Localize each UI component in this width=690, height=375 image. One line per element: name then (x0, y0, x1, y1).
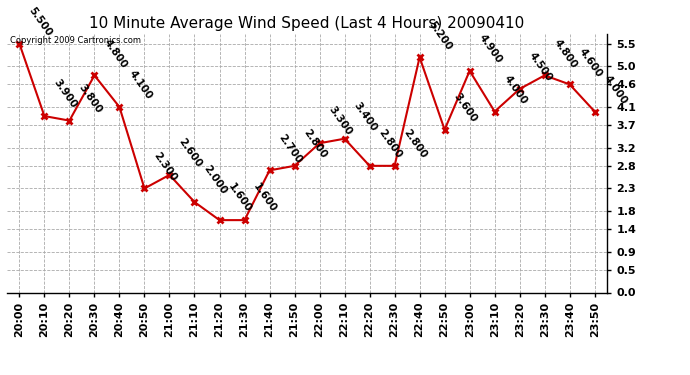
Text: 4.500: 4.500 (526, 51, 554, 83)
Text: 5.500: 5.500 (26, 5, 53, 38)
Text: 2.800: 2.800 (402, 128, 428, 160)
Text: 3.300: 3.300 (326, 105, 353, 138)
Text: 3.900: 3.900 (51, 78, 79, 111)
Text: 4.800: 4.800 (101, 37, 128, 70)
Text: 3.400: 3.400 (351, 100, 379, 133)
Text: 3.800: 3.800 (77, 82, 104, 115)
Text: 4.600: 4.600 (577, 46, 604, 79)
Text: 1.600: 1.600 (251, 182, 279, 214)
Text: 4.000: 4.000 (602, 73, 629, 106)
Text: 2.800: 2.800 (377, 128, 404, 160)
Text: 3.600: 3.600 (451, 92, 479, 124)
Text: 2.600: 2.600 (177, 136, 204, 170)
Text: 2.800: 2.800 (302, 128, 328, 160)
Text: 2.700: 2.700 (277, 132, 304, 165)
Title: 10 Minute Average Wind Speed (Last 4 Hours) 20090410: 10 Minute Average Wind Speed (Last 4 Hou… (90, 16, 524, 31)
Text: 1.600: 1.600 (226, 182, 253, 214)
Text: 2.300: 2.300 (151, 150, 179, 183)
Text: 4.000: 4.000 (502, 73, 529, 106)
Text: 4.900: 4.900 (477, 33, 504, 65)
Text: 4.800: 4.800 (551, 37, 579, 70)
Text: 2.000: 2.000 (201, 164, 228, 196)
Text: 4.100: 4.100 (126, 69, 154, 102)
Text: 5.200: 5.200 (426, 19, 453, 52)
Text: Copyright 2009 Cartronics.com: Copyright 2009 Cartronics.com (10, 36, 141, 45)
